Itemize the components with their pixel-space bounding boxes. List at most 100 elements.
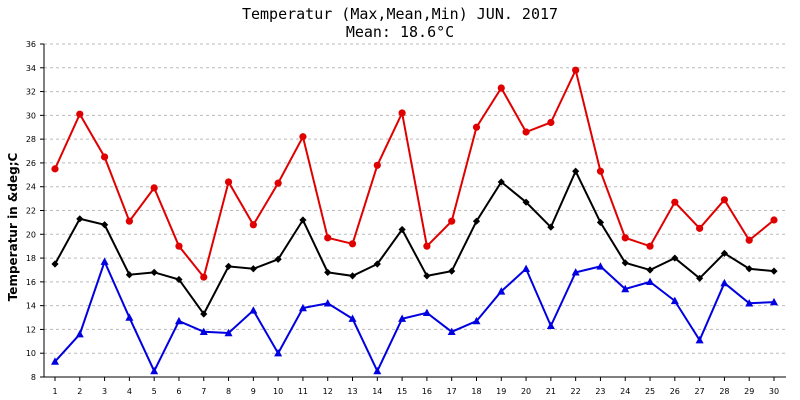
data-point [423, 272, 431, 280]
x-tick-label: 6 [176, 387, 181, 396]
y-tick-label: 18 [26, 254, 36, 263]
data-point [150, 268, 158, 276]
data-point [299, 133, 307, 141]
data-point [274, 349, 283, 357]
data-point [249, 306, 258, 314]
y-tick-label: 10 [26, 349, 36, 358]
data-point [621, 234, 629, 242]
y-tick-label: 32 [26, 88, 36, 97]
data-point [670, 296, 679, 305]
series-line-2 [54, 168, 775, 316]
data-point [51, 165, 59, 173]
data-point [596, 262, 605, 270]
data-point [770, 297, 778, 306]
y-tick-label: 28 [26, 135, 36, 144]
x-tick-label: 3 [102, 387, 107, 396]
data-point [522, 128, 530, 136]
data-point [522, 264, 531, 272]
y-tick-label: 36 [26, 40, 36, 49]
data-point [547, 223, 555, 231]
data-point [422, 308, 431, 316]
x-tick-label: 13 [347, 387, 357, 396]
data-point [199, 327, 208, 336]
data-point [745, 265, 753, 273]
data-point [423, 242, 431, 250]
data-point [200, 273, 208, 281]
x-tick-label: 19 [496, 387, 506, 396]
x-tick-label: 21 [546, 387, 556, 396]
x-tick-label: 9 [251, 387, 256, 396]
y-tick-label: 16 [26, 278, 36, 287]
data-point [348, 272, 357, 280]
data-point [348, 314, 357, 322]
data-point [175, 242, 183, 250]
data-point [497, 178, 505, 186]
data-point [373, 366, 382, 375]
data-point [249, 221, 257, 229]
x-tick-label: 18 [471, 387, 481, 396]
data-point [75, 329, 84, 338]
data-point [373, 260, 381, 268]
x-tick-label: 15 [397, 387, 407, 396]
y-tick-label: 12 [26, 325, 36, 334]
data-point [696, 274, 704, 282]
data-point [447, 327, 456, 336]
data-point [76, 110, 84, 118]
data-point [100, 153, 109, 161]
data-point [100, 221, 109, 229]
data-point [324, 268, 332, 276]
x-tick-label: 24 [620, 387, 630, 396]
data-point [497, 287, 506, 295]
x-tick-label: 26 [670, 387, 680, 396]
x-tick-label: 5 [152, 387, 157, 396]
data-point [125, 313, 134, 321]
data-point [770, 216, 778, 224]
data-point [324, 234, 332, 242]
data-point [224, 262, 233, 270]
y-axis-label: Temperatur in &deg;C [6, 153, 20, 302]
data-point [150, 366, 159, 375]
x-tick-label: 27 [695, 387, 705, 396]
data-point [249, 265, 257, 273]
data-point [175, 275, 183, 284]
data-point [448, 267, 456, 275]
data-point [100, 257, 109, 265]
series-line-1 [54, 67, 775, 280]
data-point [472, 123, 481, 131]
y-tick-label: 26 [26, 159, 36, 168]
y-tick-label: 14 [26, 302, 36, 311]
data-point [720, 196, 729, 204]
data-point [224, 178, 233, 186]
data-point [646, 277, 655, 286]
x-tick-label: 30 [769, 387, 779, 396]
chart-title: Temperatur (Max,Mean,Min) JUN. 2017 [241, 5, 559, 23]
y-tick-label: 34 [26, 64, 36, 73]
x-tick-label: 1 [52, 387, 57, 396]
y-tick-label: 8 [31, 373, 36, 382]
data-point [596, 218, 605, 226]
y-tick-label: 24 [26, 183, 36, 192]
x-tick-label: 4 [127, 387, 132, 396]
data-point [348, 240, 357, 248]
data-point [696, 224, 704, 232]
x-tick-label: 28 [719, 387, 729, 396]
data-point [646, 242, 654, 250]
x-tick-label: 20 [521, 387, 531, 396]
data-point [621, 284, 630, 293]
data-point [224, 328, 233, 337]
data-point [671, 198, 679, 206]
data-point [497, 84, 505, 92]
data-point [150, 184, 158, 192]
data-point [770, 267, 778, 275]
data-point [572, 66, 580, 74]
x-tick-label: 14 [372, 387, 382, 396]
data-point [522, 198, 530, 206]
data-point [720, 249, 729, 257]
data-point [51, 357, 59, 365]
data-point [596, 167, 605, 175]
data-point [646, 266, 654, 274]
data-point [720, 278, 729, 287]
x-tick-label: 12 [323, 387, 333, 396]
data-point [398, 314, 407, 322]
